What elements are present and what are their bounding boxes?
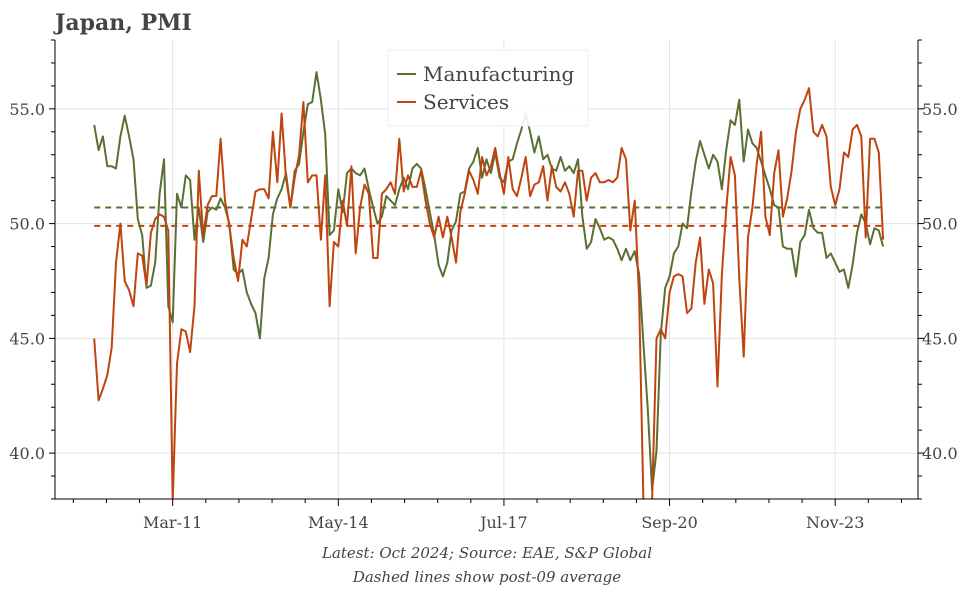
x-tick-label: Sep-20	[641, 513, 697, 532]
x-tick-label: Nov-23	[806, 513, 864, 532]
legend: Manufacturing Services	[387, 49, 589, 127]
y-tick-label-right: 55.0	[922, 100, 958, 119]
series-line-manufacturing	[93, 71, 885, 491]
y-tick-label-right: 40.0	[922, 444, 958, 463]
legend-label-services: Services	[423, 90, 509, 114]
chart-title: Japan, PMI	[53, 10, 192, 36]
legend-box	[387, 49, 589, 127]
y-tick-label-left: 40.0	[9, 444, 45, 463]
legend-label-manufacturing: Manufacturing	[423, 62, 574, 86]
series-line-services	[93, 87, 885, 499]
source-note: Latest: Oct 2024; Source: EAE, S&P Globa…	[321, 544, 652, 562]
average-note: Dashed lines show post-09 average	[352, 568, 621, 586]
axes: 40.0 40.0 45.0 45.0 50.0 50.0 55.0 55.0 Mar-11 Ma…	[9, 39, 958, 532]
y-tick-label-left: 50.0	[9, 215, 45, 234]
y-tick-label-left: 55.0	[9, 100, 45, 119]
y-tick-label-right: 50.0	[922, 215, 958, 234]
y-tick-label-left: 45.0	[9, 329, 45, 348]
x-tick-label: Mar-11	[143, 513, 202, 532]
gridlines	[55, 40, 918, 499]
y-tick-label-right: 45.0	[922, 329, 958, 348]
series-lines	[93, 71, 885, 499]
x-tick-label: Jul-17	[478, 513, 528, 532]
x-tick-label: May-14	[308, 513, 369, 532]
